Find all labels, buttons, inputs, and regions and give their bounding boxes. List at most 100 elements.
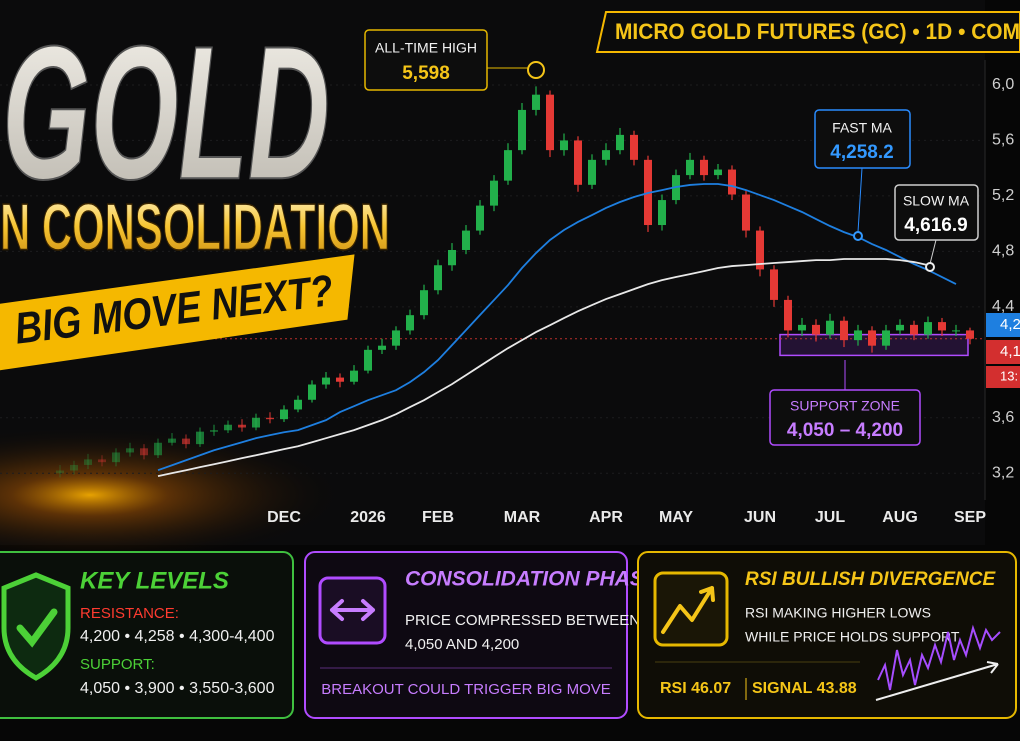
panel-text: 4,050 AND 4,200 <box>405 636 519 653</box>
panel <box>0 551 294 719</box>
candle-body <box>868 330 876 346</box>
panel-footer: BREAKOUT COULD TRIGGER BIG MOVE <box>321 681 611 698</box>
candle-body <box>448 249 456 266</box>
candle-body <box>560 140 568 151</box>
candle-body <box>336 377 344 382</box>
price-tag-text: 4,1 <box>1000 343 1020 360</box>
y-tick-label: 3,2 <box>992 464 1014 481</box>
x-tick-label: MAR <box>504 509 541 526</box>
candle-body <box>140 448 148 456</box>
x-tick-label: JUN <box>744 509 776 526</box>
y-tick-label: 6,0 <box>992 76 1014 93</box>
candle-body <box>294 399 302 410</box>
candle-body <box>742 194 750 231</box>
candle-body <box>910 324 918 335</box>
candle-body <box>350 370 358 382</box>
y-tick-label: 3,6 <box>992 409 1014 426</box>
glow <box>0 425 350 565</box>
candle-body <box>266 417 274 420</box>
panel-text: 4,200 • 4,258 • 4,300-4,400 <box>80 628 275 645</box>
y-tick-label: 4,8 <box>992 243 1014 260</box>
panel-label: SUPPORT: <box>80 656 155 673</box>
annotation-box <box>814 109 911 169</box>
chart-title: MICRO GOLD FUTURES (GC) • 1D • COM <box>615 19 1020 44</box>
candle-body <box>728 169 736 195</box>
candle-body <box>154 442 162 456</box>
x-tick-label: JUL <box>815 509 845 526</box>
candle-body <box>854 330 862 341</box>
check-icon <box>16 608 58 648</box>
annotation-box <box>364 29 488 91</box>
headline-subtitle: N CONSOLIDATION <box>0 189 390 263</box>
candle-body <box>658 200 666 226</box>
candle-body <box>700 159 708 176</box>
annotation-title: SLOW MA <box>903 193 970 209</box>
candle-body <box>308 384 316 400</box>
candle-body <box>602 150 610 160</box>
moving-average <box>157 258 929 478</box>
candle-body <box>224 424 232 431</box>
candle-body <box>84 459 92 465</box>
candle-body <box>280 409 288 420</box>
candle-body <box>616 134 624 151</box>
candle-body <box>938 322 946 331</box>
candle-body <box>168 438 176 443</box>
x-tick-label: APR <box>589 509 623 526</box>
candle-body <box>924 322 932 335</box>
plot <box>0 84 985 478</box>
candle-body <box>518 109 526 151</box>
candle-body <box>966 330 974 339</box>
trend-icon <box>661 586 715 634</box>
headline-title: GOLD <box>2 7 330 219</box>
candle-body <box>490 180 498 206</box>
y-tick-label: 5,2 <box>992 187 1014 204</box>
candle-body <box>826 320 834 335</box>
candle-body <box>406 315 414 331</box>
candle-body <box>98 459 106 463</box>
arrow-icon <box>330 599 375 621</box>
x-tick-label: 2026 <box>350 509 386 526</box>
panel-title: KEY LEVELS <box>80 567 229 594</box>
signal-value: SIGNAL 43.88 <box>752 680 857 697</box>
candle-body <box>434 265 442 291</box>
price-tag <box>986 366 1020 388</box>
price-tag <box>986 313 1020 337</box>
banner <box>0 254 355 371</box>
candle-body <box>714 169 722 176</box>
candle-body <box>896 324 904 331</box>
icon-box <box>653 571 729 647</box>
price-tag-text: 13: <box>1000 368 1018 383</box>
candle-body <box>798 324 806 331</box>
annotation-title: FAST MA <box>832 120 892 136</box>
candle-body <box>476 205 484 231</box>
candle-body <box>630 134 638 160</box>
mini-rsi <box>877 624 1001 691</box>
annotation-box <box>894 184 979 241</box>
panel-text: PRICE COMPRESSED BETWEEN <box>405 612 640 629</box>
x-tick-label: DEC <box>267 509 301 526</box>
candle-body <box>392 330 400 346</box>
candle-body <box>882 330 890 346</box>
x-tick-label: MAY <box>659 509 693 526</box>
panel-text: WHILE PRICE HOLDS SUPPORT <box>745 629 960 645</box>
candle-body <box>840 320 848 341</box>
candle-body <box>686 159 694 176</box>
candle-body <box>784 299 792 331</box>
candle-body <box>574 140 582 185</box>
marker <box>925 262 935 272</box>
candle-body <box>420 290 428 316</box>
x-tick-label: FEB <box>422 509 454 526</box>
annotation-value: 4,258.2 <box>830 142 893 163</box>
panel-text: 4,050 • 3,900 • 3,550-3,600 <box>80 680 275 697</box>
annotation-title: ALL-TIME HIGH <box>375 40 477 56</box>
panel-text: RSI MAKING HIGHER LOWS <box>745 605 931 621</box>
connector <box>857 167 863 233</box>
annotation-value: 4,616.9 <box>904 215 967 236</box>
candle-body <box>56 470 64 474</box>
candle-body <box>210 430 218 432</box>
candle-body <box>70 464 78 471</box>
marker <box>853 231 863 241</box>
candle-body <box>196 431 204 445</box>
